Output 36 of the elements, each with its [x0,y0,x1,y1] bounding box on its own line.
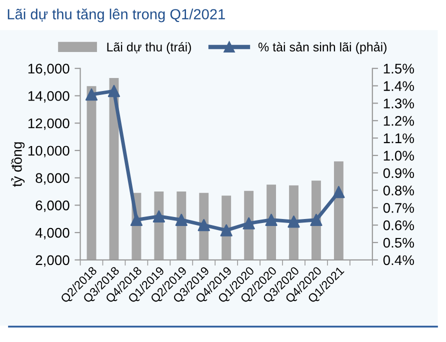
y-tick-label: 6,000 [36,200,70,212]
y2-tick-label: 0.5% [383,238,414,248]
point [220,224,232,236]
y-tick-label: 10,000 [28,146,70,158]
y2-tick-label: 1.0% [384,150,414,161]
point [332,186,345,198]
y2-tick-label: 1.5% [384,64,414,74]
y2-tick-label: 0.9% [383,168,414,178]
y-tick-label: 14,000 [28,91,70,103]
point [130,214,143,226]
legend-label: % tài sản sinh lãi (phải) [258,42,386,54]
point [175,214,188,226]
point [152,210,166,222]
point [198,219,210,232]
y-tick-label: 2,000 [36,255,70,267]
y-tick-label: 12,000 [28,118,70,130]
point [288,216,300,228]
point [242,217,255,230]
point [310,214,322,226]
point [108,84,120,98]
y-tick-label: 8,000 [36,173,70,185]
legend-label: Lãi dự thu (trái) [107,42,191,54]
point [265,214,278,226]
y-tick-label: 4,000 [35,228,70,240]
y-axis-title: tỷ đồng [11,142,25,187]
y2-tick-label: 1.4% [384,81,414,91]
y2-tick-label: 1.3% [384,98,414,108]
y-tick-label: 16,000 [28,64,70,76]
y2-tick-label: 0.7% [383,203,414,213]
y2-tick-label: 0.6% [383,220,414,230]
y2-tick-label: 1.2% [384,116,414,126]
y2-tick-label: 0.4% [383,255,414,266]
y2-tick-label: 0.8% [383,186,414,196]
chart-title: Lãi dự thu tăng lên trong Q1/2021 [8,8,225,22]
point [85,88,98,101]
y2-tick-label: 1.1% [384,133,414,144]
